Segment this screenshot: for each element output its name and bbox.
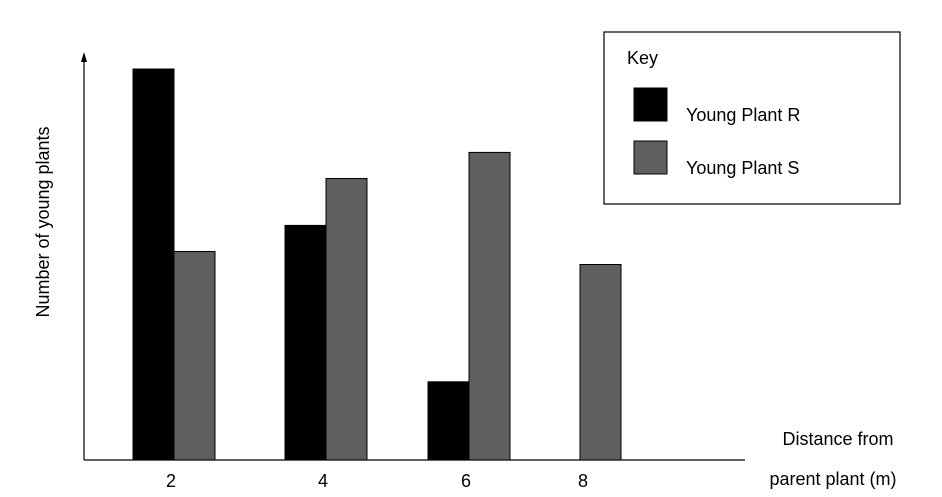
y-axis-label: Number of young plants xyxy=(33,126,53,317)
bar-r-6 xyxy=(427,381,470,461)
x-tick-label-6: 6 xyxy=(461,471,471,491)
bars-group xyxy=(132,68,622,461)
legend-label-s: Young Plant S xyxy=(686,158,799,178)
legend-title: Key xyxy=(627,48,658,68)
legend: Key Young Plant R Young Plant S xyxy=(603,31,901,205)
bar-r-4 xyxy=(284,224,327,461)
bar-s-6 xyxy=(468,151,511,461)
legend-swatch-r xyxy=(633,87,668,122)
x-tick-label-8: 8 xyxy=(578,471,588,491)
x-tick-label-4: 4 xyxy=(318,471,328,491)
bar-s-8 xyxy=(579,264,622,461)
y-axis-arrow-icon xyxy=(81,52,87,62)
legend-swatch-s xyxy=(633,140,668,175)
legend-label-r: Young Plant R xyxy=(686,105,800,125)
x-axis-label-line1: Distance from xyxy=(782,429,893,449)
bar-r-2 xyxy=(132,68,175,461)
x-tick-labels: 2 4 6 8 xyxy=(166,471,588,491)
bar-s-4 xyxy=(325,177,368,461)
x-tick-label-2: 2 xyxy=(166,471,176,491)
bar-s-2 xyxy=(173,250,216,461)
x-axis-label-line2: parent plant (m) xyxy=(769,469,896,489)
